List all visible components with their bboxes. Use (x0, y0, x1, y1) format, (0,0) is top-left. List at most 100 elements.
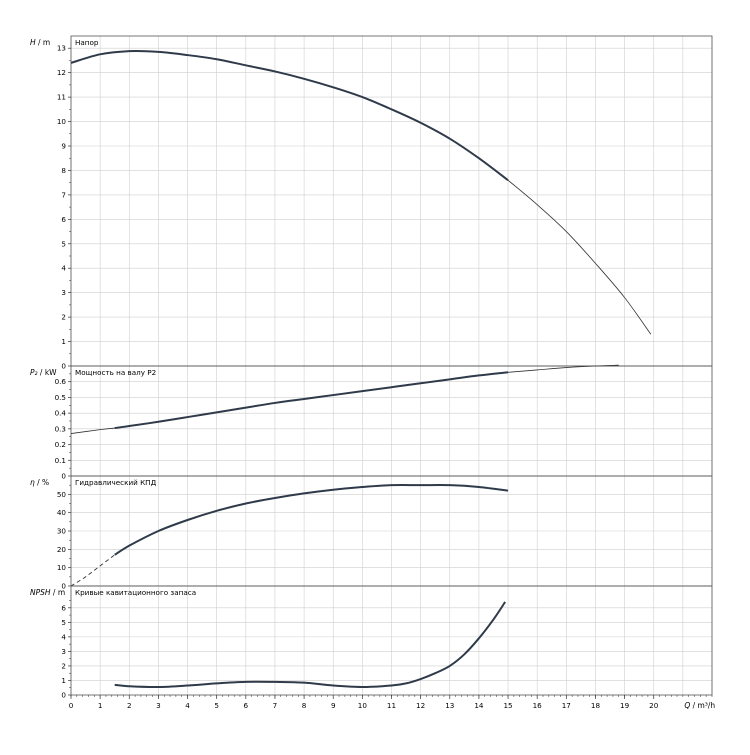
y-tick-label: 4 (61, 264, 66, 273)
y-tick-label: 0 (61, 472, 66, 481)
x-axis-label: Q / m³/h (684, 701, 715, 710)
x-tick-label: 10 (358, 701, 368, 710)
y-tick-label: 0.5 (55, 393, 66, 402)
y-tick-label: 10 (57, 117, 67, 126)
y-axis-label: NPSH / m (30, 588, 65, 597)
x-tick-label: 1 (98, 701, 103, 710)
efficiency-curve-dashed (70, 554, 115, 587)
x-tick-label: 20 (649, 701, 659, 710)
grid-head (70, 36, 713, 366)
x-tick-label: 2 (127, 701, 132, 710)
x-tick-label: 17 (562, 701, 571, 710)
power-curve-thin (70, 427, 115, 434)
x-tick-label: 5 (214, 701, 219, 710)
npsh-curve-thick (114, 601, 506, 689)
y-tick-label: 3 (61, 288, 66, 297)
y-axis-unit: / kW (38, 368, 58, 377)
y-axis-symbol: H (30, 38, 36, 47)
x-tick-label: 13 (445, 701, 454, 710)
panel-power: 00.10.20.30.40.50.6P₂ / kW Мощность на ва… (30, 364, 713, 481)
y-tick-label: 50 (57, 490, 67, 499)
power-curve-thick (114, 371, 509, 430)
head-curve-thin (507, 179, 652, 335)
y-tick-label: 13 (57, 44, 66, 53)
y-tick-label: 20 (57, 545, 67, 554)
x-tick-label: 0 (69, 701, 74, 710)
x-axis-symbol: Q (684, 701, 690, 710)
y-tick-label: 6 (61, 215, 66, 224)
panel-title: Напор (75, 38, 99, 47)
y-axis-unit: / % (35, 478, 49, 487)
y-ticks-npsh: 0 1 2 3 4 5 6 (61, 600, 71, 700)
y-tick-label: 2 (61, 661, 66, 670)
x-tick-label: 8 (302, 701, 307, 710)
y-tick-label: 4 (61, 632, 66, 641)
y-tick-label: 3 (61, 647, 66, 656)
x-tick-label: 4 (185, 701, 190, 710)
y-ticks-power: 0 0.1 0.2 0.3 0.4 0.5 0.6 (55, 373, 71, 481)
y-axis-symbol: P₂ (30, 368, 38, 377)
x-tick-label: 11 (387, 701, 396, 710)
grid-efficiency (70, 476, 713, 586)
x-tick-label: 18 (591, 701, 601, 710)
x-tick-label: 7 (273, 701, 278, 710)
grid-power (70, 366, 713, 476)
x-tick-label: 6 (244, 701, 249, 710)
y-tick-label: 2 (61, 313, 66, 322)
y-tick-label: 11 (57, 93, 66, 102)
x-tick-label: 16 (533, 701, 543, 710)
x-tick-label: 12 (416, 701, 425, 710)
y-tick-label: 1 (61, 337, 66, 346)
y-tick-label: 0.3 (55, 424, 66, 433)
series-efficiency (70, 484, 509, 587)
y-axis-label: η / % (30, 478, 49, 487)
y-tick-label: 0.2 (55, 440, 66, 449)
x-tick-label: 19 (620, 701, 630, 710)
series-head (70, 50, 652, 335)
series-npsh (114, 601, 506, 689)
x-tick-label: 9 (331, 701, 336, 710)
x-tick-label: 15 (503, 701, 512, 710)
y-axis-label: H / m (30, 38, 50, 47)
panel-efficiency: 0 10 20 30 40 50 η / % Гидравлический КПД (30, 475, 713, 591)
x-axis: 0 1 2 3 4 5 6 7 8 9 10 11 12 13 14 15 16 17 18 19 20 Q / m³/h (69, 695, 715, 710)
y-axis-unit: / m (51, 588, 66, 597)
y-axis-label: P₂ / kW (30, 368, 57, 377)
y-tick-label: 7 (61, 190, 66, 199)
y-axis-symbol: NPSH (30, 588, 51, 597)
panel-title: Гидравлический КПД (75, 478, 157, 487)
y-tick-label: 0.4 (55, 409, 67, 418)
grid-npsh (70, 586, 713, 695)
y-tick-label: 1 (61, 676, 66, 685)
y-tick-label: 5 (61, 239, 66, 248)
panel-title: Кривые кавитационного запаса (75, 588, 196, 597)
x-axis-unit: / m³/h (690, 701, 715, 710)
y-ticks-efficiency: 0 10 20 30 40 50 (57, 484, 71, 591)
y-tick-label: 5 (61, 618, 66, 627)
efficiency-curve-thick (114, 484, 509, 556)
y-tick-label: 0.1 (55, 456, 66, 465)
y-tick-label: 10 (57, 563, 67, 572)
panel-title: Мощность на валу P2 (75, 368, 156, 377)
y-tick-label: 6 (61, 603, 66, 612)
y-tick-label: 9 (61, 142, 66, 151)
y-tick-label: 8 (61, 166, 66, 175)
y-tick-label: 0 (61, 582, 66, 591)
series-power (70, 364, 619, 434)
y-tick-label: 12 (57, 68, 66, 77)
head-curve-thick (70, 50, 509, 182)
y-tick-label: 0.6 (55, 377, 67, 386)
y-tick-label: 40 (57, 508, 67, 517)
x-tick-label: 14 (474, 701, 484, 710)
power-curve-thin (508, 364, 619, 373)
y-tick-label: 0 (61, 362, 66, 371)
x-tick-label: 3 (156, 701, 161, 710)
y-tick-label: 0 (61, 691, 66, 700)
y-tick-label: 30 (57, 527, 67, 536)
y-axis-unit: / m (36, 38, 51, 47)
